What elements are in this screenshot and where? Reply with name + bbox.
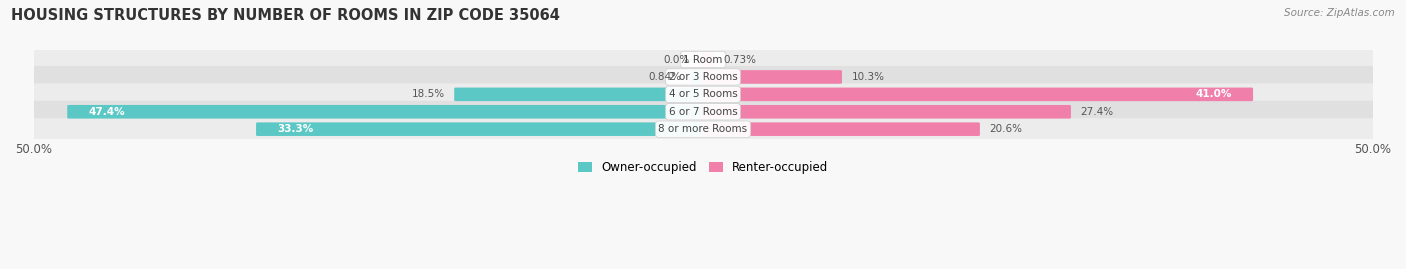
FancyBboxPatch shape — [31, 83, 1375, 105]
FancyBboxPatch shape — [702, 70, 842, 84]
FancyBboxPatch shape — [31, 101, 1375, 123]
Text: 0.73%: 0.73% — [724, 55, 756, 65]
Text: 0.0%: 0.0% — [664, 55, 689, 65]
Text: 4 or 5 Rooms: 4 or 5 Rooms — [669, 89, 737, 99]
Text: Source: ZipAtlas.com: Source: ZipAtlas.com — [1284, 8, 1395, 18]
Text: 6 or 7 Rooms: 6 or 7 Rooms — [669, 107, 737, 117]
Legend: Owner-occupied, Renter-occupied: Owner-occupied, Renter-occupied — [572, 157, 834, 179]
FancyBboxPatch shape — [256, 122, 704, 136]
Text: 18.5%: 18.5% — [412, 89, 444, 99]
Text: 2 or 3 Rooms: 2 or 3 Rooms — [669, 72, 737, 82]
FancyBboxPatch shape — [690, 70, 704, 84]
Text: 47.4%: 47.4% — [89, 107, 125, 117]
FancyBboxPatch shape — [702, 88, 1253, 101]
FancyBboxPatch shape — [702, 122, 980, 136]
Text: 20.6%: 20.6% — [990, 124, 1022, 134]
Text: 10.3%: 10.3% — [852, 72, 884, 82]
Text: 33.3%: 33.3% — [277, 124, 314, 134]
FancyBboxPatch shape — [67, 105, 704, 119]
Text: HOUSING STRUCTURES BY NUMBER OF ROOMS IN ZIP CODE 35064: HOUSING STRUCTURES BY NUMBER OF ROOMS IN… — [11, 8, 560, 23]
FancyBboxPatch shape — [454, 88, 704, 101]
FancyBboxPatch shape — [31, 118, 1375, 140]
FancyBboxPatch shape — [31, 49, 1375, 70]
FancyBboxPatch shape — [31, 66, 1375, 88]
Text: 8 or more Rooms: 8 or more Rooms — [658, 124, 748, 134]
Text: 27.4%: 27.4% — [1081, 107, 1114, 117]
Text: 1 Room: 1 Room — [683, 55, 723, 65]
FancyBboxPatch shape — [702, 53, 714, 66]
Text: 41.0%: 41.0% — [1195, 89, 1232, 99]
Text: 0.84%: 0.84% — [648, 72, 681, 82]
FancyBboxPatch shape — [702, 105, 1071, 119]
